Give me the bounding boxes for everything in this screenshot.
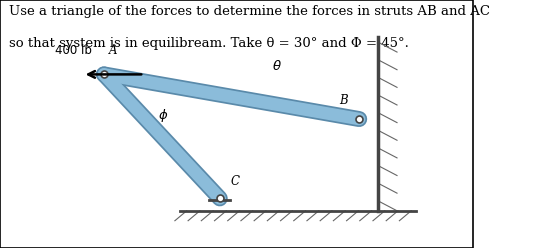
Text: $\phi$: $\phi$ bbox=[158, 107, 168, 124]
Text: Use a triangle of the forces to determine the forces in struts AB and AC: Use a triangle of the forces to determin… bbox=[9, 5, 491, 18]
Text: A: A bbox=[109, 44, 117, 57]
Text: so that system is in equilibream. Take θ = 30° and Φ = 45°.: so that system is in equilibream. Take θ… bbox=[9, 37, 409, 50]
Text: 400 lb: 400 lb bbox=[55, 44, 92, 57]
Text: $\theta$: $\theta$ bbox=[272, 59, 281, 73]
Text: C: C bbox=[231, 176, 240, 188]
Text: B: B bbox=[339, 94, 347, 107]
